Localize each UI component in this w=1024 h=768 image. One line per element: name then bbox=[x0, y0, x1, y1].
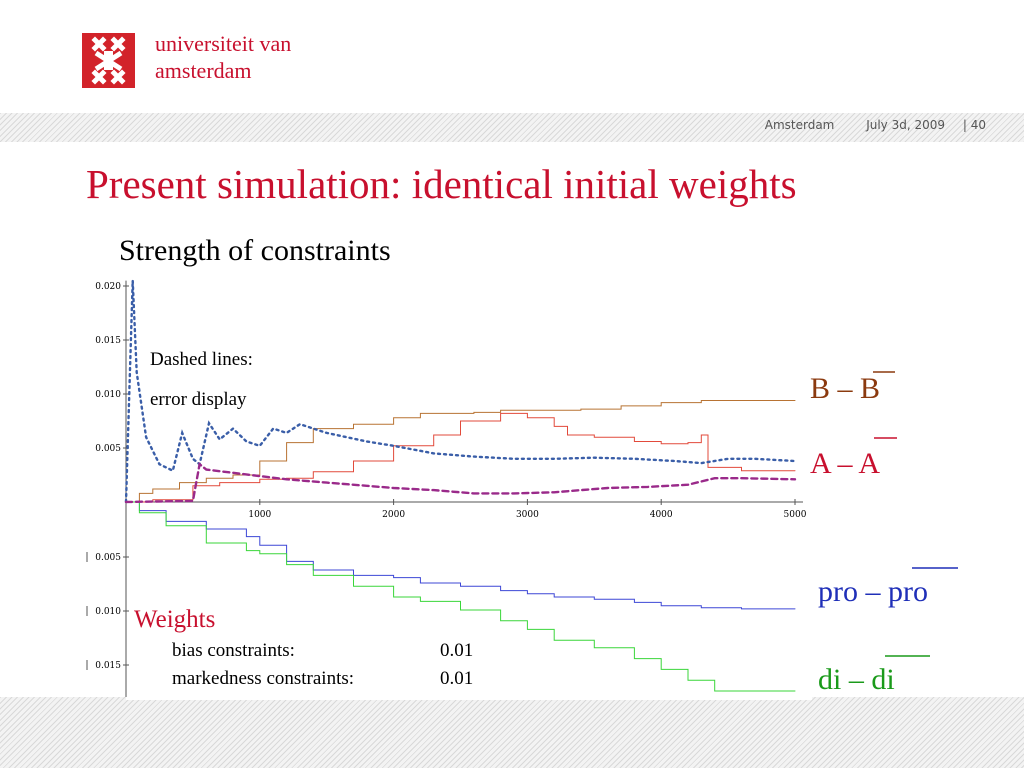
series-line-error_purple bbox=[124, 461, 797, 504]
x-tick-label: 5000 bbox=[784, 510, 807, 520]
series-line-B bbox=[125, 400, 796, 503]
axes-layer: 1000 2000 3000 4000 5000 0.020 0.015 0.010 0.005… bbox=[86, 280, 807, 697]
x-tick-label: 4000 bbox=[650, 510, 673, 520]
y-tick-label: 0.020 bbox=[95, 282, 121, 292]
weights-row-markedness-label: markedness constraints: bbox=[172, 668, 354, 689]
series-layer bbox=[124, 280, 797, 692]
x-tick-label: 2000 bbox=[382, 510, 405, 520]
series-line-pro bbox=[125, 501, 796, 610]
plot-area bbox=[126, 276, 812, 700]
series-label-B-bar: B bbox=[860, 372, 880, 405]
slide-title: Present simulation: identical initial we… bbox=[86, 161, 797, 207]
university-name-line2: amsterdam bbox=[155, 58, 252, 83]
annotation-dashed-lines: Dashed lines: bbox=[150, 349, 253, 370]
meta-location: Amsterdam bbox=[764, 118, 835, 132]
series-label-di-bar: di bbox=[871, 663, 894, 696]
x-tick-label: 1000 bbox=[248, 510, 271, 520]
y-tick-label-lower: 0.005 bbox=[95, 553, 121, 563]
chart-subtitle: Strength of constraints bbox=[119, 234, 391, 267]
x-tick-label: 3000 bbox=[516, 510, 539, 520]
header-hatch-band bbox=[0, 113, 1024, 142]
annotation-error-display: error display bbox=[150, 389, 247, 410]
meta-date: July 3d, 2009 bbox=[866, 118, 946, 132]
y-tick-label-lower: 0.010 bbox=[95, 607, 121, 617]
slide-meta: Amsterdam July 3d, 2009 | 40 bbox=[737, 118, 986, 132]
series-label-A: A – A bbox=[810, 447, 880, 480]
text-layer: Dashed lines: error display Weights bias… bbox=[134, 349, 958, 696]
series-label-B: B – B bbox=[810, 372, 880, 405]
y-tick-label: 0.010 bbox=[95, 390, 121, 400]
series-line-A bbox=[125, 412, 796, 503]
university-name-line1: universiteit van bbox=[155, 31, 292, 56]
weights-row-markedness-value: 0.01 bbox=[440, 668, 473, 689]
weights-row-bias-label: bias constraints: bbox=[172, 640, 295, 661]
series-label-pro: pro – pro bbox=[818, 575, 928, 608]
weights-row-bias-value: 0.01 bbox=[440, 640, 473, 661]
footer-hatch-band bbox=[0, 697, 1024, 768]
university-logo bbox=[82, 33, 135, 88]
weights-title: Weights bbox=[134, 606, 215, 633]
series-label-A-bar: A bbox=[858, 447, 880, 480]
meta-page-number: | 40 bbox=[962, 118, 986, 132]
y-tick-label: 0.015 bbox=[95, 336, 121, 346]
y-tick-label-lower: 0.015 bbox=[95, 661, 121, 671]
series-label-di: di – di bbox=[818, 663, 895, 696]
university-name: universiteit van amsterdam bbox=[155, 30, 291, 84]
series-label-pro-bar: pro bbox=[888, 575, 928, 608]
series-line-di bbox=[125, 501, 796, 692]
y-tick-label: 0.005 bbox=[95, 444, 121, 454]
